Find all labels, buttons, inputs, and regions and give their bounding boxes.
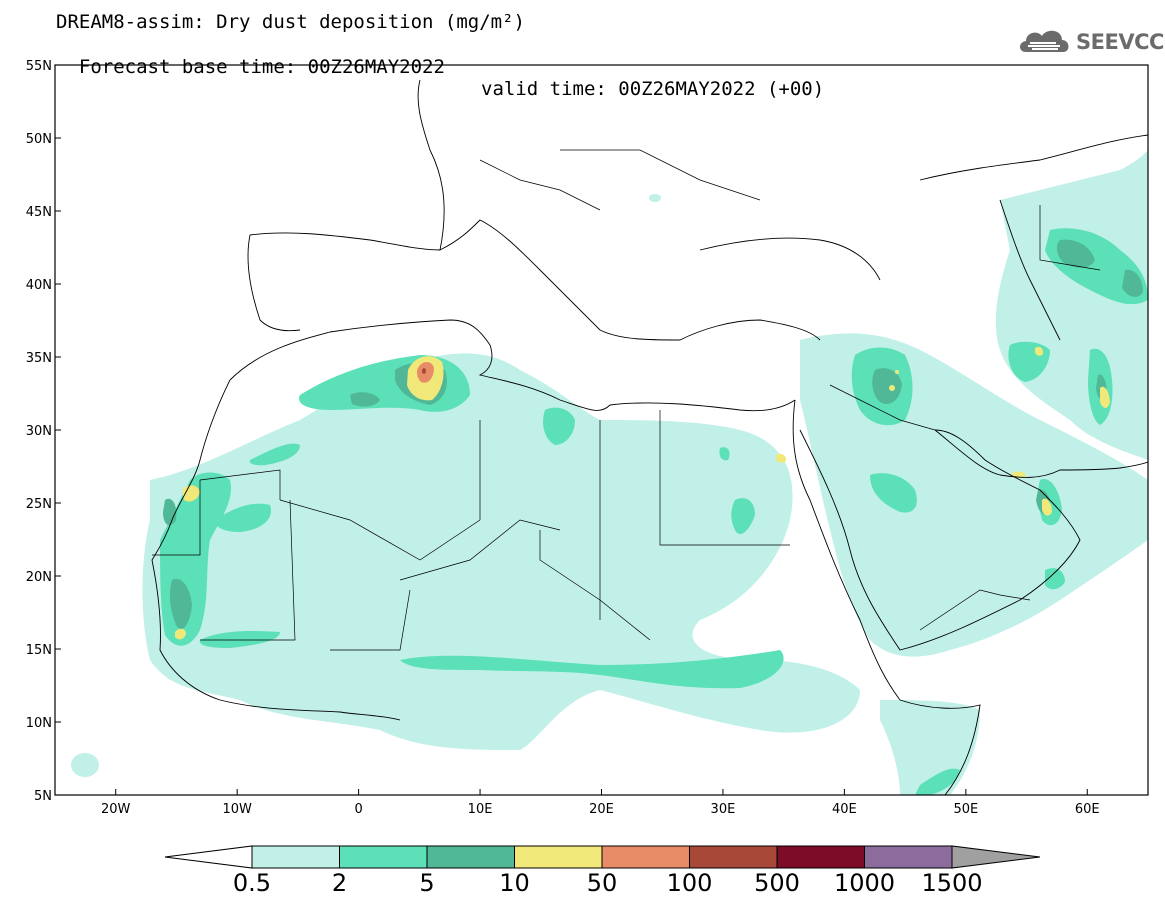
lon-tick-label: 60E (1075, 802, 1100, 817)
base-time: Forecast base time: 00Z26MAY2022 (78, 56, 445, 78)
cloud-logo-icon (1020, 30, 1069, 52)
lat-tick-label: 10N (26, 716, 52, 731)
colorbar-label: 10 (499, 869, 530, 897)
lat-tick-label: 25N (26, 497, 52, 512)
colorbar-swatch (689, 845, 778, 869)
country-borders (152, 149, 1101, 651)
colorbar-swatch (339, 845, 428, 869)
coastline (151, 379, 401, 721)
coastline (417, 79, 445, 251)
valid-time: valid time: 00Z26MAY2022 (+00) (481, 78, 825, 100)
coastline (919, 134, 1148, 181)
colorbar-swatch (601, 845, 690, 869)
coastline (899, 699, 981, 795)
colorbar-label: 0.5 (233, 869, 271, 897)
colorbar-swatch (426, 845, 515, 869)
coastlines-borders (151, 79, 1148, 795)
lon-tick-label: 10E (468, 802, 493, 817)
time-info: Forecast base time: 00Z26MAY2022 valid t… (56, 34, 824, 100)
lat-tick-label: 45N (26, 205, 52, 220)
colorbar-label: 1000 (834, 869, 895, 897)
colorbar-under-triangle (164, 845, 253, 869)
colorbar-label: 100 (667, 869, 713, 897)
coastline (792, 399, 901, 701)
latitude-axis: 55N 50N 45N 40N 35N 30N 25N 20N 15N 10N 5N (26, 59, 61, 804)
lat-tick-label: 20N (26, 570, 52, 585)
logo-text: SEEVCCC (1076, 30, 1165, 54)
colorbar-over-triangle (951, 845, 1041, 869)
coastline (999, 199, 1061, 341)
map-title: DREAM8-assim: Dry dust deposition (mg/m²… (56, 11, 525, 33)
coastline (247, 234, 301, 332)
colorbar-label: 5 (419, 869, 434, 897)
lat-tick-label: 35N (26, 351, 52, 366)
colorbar-label: 500 (754, 869, 800, 897)
seevccc-logo: SEEVCCC (1016, 22, 1165, 62)
lat-tick-label: 30N (26, 424, 52, 439)
lon-tick-label: 10W (222, 802, 252, 817)
coastline (799, 429, 1081, 651)
colorbar-swatch (514, 845, 603, 869)
colorbar-label: 1500 (921, 869, 982, 897)
colorbar-swatch (251, 845, 340, 869)
lon-tick-label: 20E (589, 802, 614, 817)
longitude-axis: 20W 10W 0 10E 20E 30E 40E 50E 60E (101, 789, 1100, 817)
colorbar-label: 50 (587, 869, 618, 897)
colorbar: 0.5 2 5 10 50 100 500 1000 1500 (164, 845, 1041, 897)
lon-tick-label: 50E (953, 802, 978, 817)
colorbar-label: 2 (332, 869, 347, 897)
colorbar-swatch (776, 845, 865, 869)
lat-tick-label: 40N (26, 278, 52, 293)
lon-tick-label: 20W (101, 802, 131, 817)
lat-tick-label: 55N (26, 59, 52, 74)
lat-tick-label: 15N (26, 643, 52, 658)
coastline (934, 429, 1148, 478)
coastline (249, 219, 821, 341)
lon-tick-label: 30E (711, 802, 736, 817)
lat-tick-label: 50N (26, 132, 52, 147)
dust-level-100 (422, 368, 426, 374)
colorbar-swatch (864, 845, 953, 869)
lon-tick-label: 0 (354, 802, 362, 817)
lon-tick-label: 40E (832, 802, 857, 817)
dust-shading (71, 150, 1148, 795)
coastline (229, 319, 796, 412)
lat-tick-label: 5N (34, 789, 52, 804)
coastline (699, 237, 881, 281)
dust-level-0.5 (71, 150, 1148, 795)
